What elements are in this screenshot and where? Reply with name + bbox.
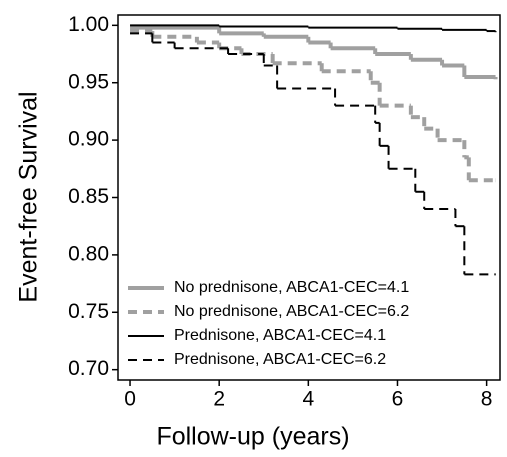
y-tick-label: 0.95 [68,70,109,93]
y-tick-label: 0.85 [68,185,109,208]
x-tick-label: 4 [302,388,314,411]
y-tick-label: 1.00 [68,13,109,36]
y-tick-label: 0.75 [68,300,109,323]
legend-label: No prednisone, ABCA1-CEC=4.1 [174,279,409,296]
x-tick-label: 6 [392,388,404,411]
legend-label: Prednisone, ABCA1-CEC=6.2 [174,351,386,368]
x-axis-label: Follow-up (years) [156,423,349,451]
x-tick-label: 0 [124,388,136,411]
legend-label: Prednisone, ABCA1-CEC=4.1 [174,327,386,344]
y-tick-label: 0.70 [68,357,109,380]
plot-frame [117,14,501,381]
y-tick-label: 0.90 [68,128,109,151]
y-tick-label: 0.80 [68,242,109,265]
legend-label: No prednisone, ABCA1-CEC=6.2 [174,303,409,320]
x-tick-label: 8 [481,388,493,411]
y-axis-label: Event-free Survival [15,91,43,302]
x-tick-label: 2 [213,388,225,411]
